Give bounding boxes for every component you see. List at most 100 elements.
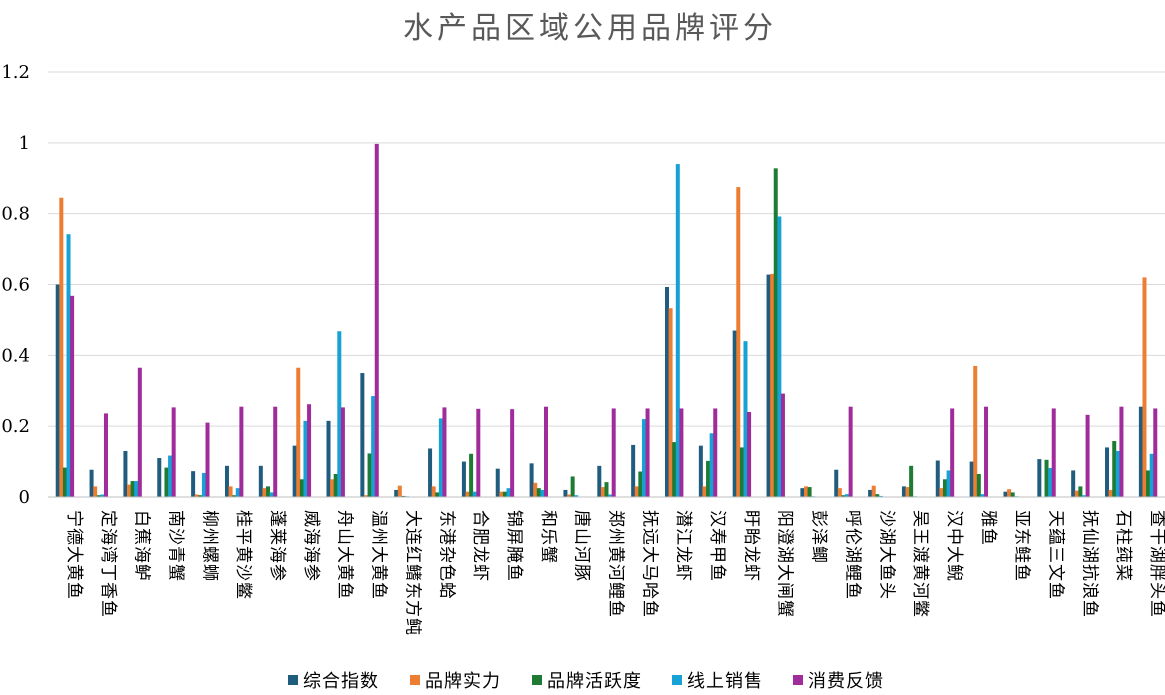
bar-2-16 [567, 494, 572, 497]
x-tick-label: 桂平黄沙鳖 [233, 510, 253, 600]
bar-2-26 [905, 487, 910, 497]
bar-3-19 [672, 442, 677, 497]
bar-2-9 [330, 479, 335, 497]
bar-3-9 [333, 473, 338, 497]
bar-4-27 [946, 470, 951, 497]
y-tick-label: 0 [19, 487, 30, 508]
bar-3-33 [1146, 470, 1151, 497]
bar-4-33 [1149, 453, 1154, 497]
bar-3-21 [739, 447, 744, 497]
bar-5-3 [137, 367, 142, 497]
x-tick-label: 唐山河豚 [572, 510, 593, 582]
bar-5-10 [374, 143, 379, 497]
bar-5-13 [476, 408, 481, 497]
bar-4-18 [641, 419, 646, 497]
bar-2-27 [939, 488, 944, 497]
bar-5-19 [679, 408, 684, 497]
bar-2-29 [1007, 489, 1012, 497]
bar-2-6 [228, 486, 233, 498]
bar-5-31 [1085, 414, 1090, 497]
bar-4-5 [201, 472, 206, 497]
bar-4-21 [743, 341, 748, 497]
bar-1-2 [89, 469, 94, 497]
bar-3-7 [266, 486, 271, 498]
bar-1-10 [360, 373, 365, 497]
x-tick-label: 查干湖胖头鱼 [1147, 510, 1165, 618]
x-tick-label: 汉中大鲵 [944, 510, 964, 582]
x-tick-label: 潜江龙虾 [673, 510, 693, 582]
x-tick-label: 南沙青蟹 [166, 510, 186, 582]
bar-1-25 [868, 489, 873, 497]
bar-2-11 [397, 485, 402, 497]
bar-5-32 [1119, 406, 1124, 497]
bar-5-20 [713, 408, 718, 497]
bar-4-4 [168, 455, 173, 497]
legend-swatch [793, 675, 803, 685]
bar-1-21 [732, 330, 737, 497]
bar-2-32 [1108, 489, 1113, 497]
bar-2-21 [736, 187, 741, 497]
bars [55, 143, 1158, 498]
bar-4-7 [269, 492, 274, 497]
bar-4-2 [100, 494, 105, 497]
bar-4-6 [235, 488, 240, 497]
bar-3-28 [976, 473, 981, 497]
bar-1-18 [631, 444, 636, 497]
bar-2-23 [803, 486, 808, 498]
bar-3-20 [706, 460, 711, 498]
bar-1-33 [1138, 406, 1143, 497]
bar-5-6 [239, 406, 244, 497]
x-tick-label: 定海湾丁香鱼 [98, 510, 118, 618]
x-tick-label: 温州大黄鱼 [369, 510, 389, 600]
bar-4-15 [540, 489, 545, 497]
bar-1-24 [834, 469, 839, 497]
bar-4-28 [980, 494, 985, 497]
bar-1-17 [597, 465, 602, 497]
y-tick-label: 0.4 [1, 345, 30, 366]
gridlines [48, 71, 1165, 427]
legend-label: 品牌实力 [425, 671, 501, 692]
bar-5-18 [645, 408, 650, 497]
legend: 综合指数 品牌实力 品牌活跃度 线上销售 消费反馈 [288, 671, 883, 692]
bar-4-22 [777, 216, 782, 497]
bar-3-17 [604, 482, 609, 498]
bar-3-13 [469, 453, 474, 497]
bar-5-2 [103, 413, 108, 497]
bar-1-23 [800, 488, 805, 497]
x-tick-label: 石柱莼菜 [1113, 510, 1133, 582]
y-tick-label: 0.2 [1, 416, 30, 437]
bar-5-22 [780, 393, 785, 497]
bar-3-3 [130, 481, 135, 497]
bar-2-31 [1074, 490, 1079, 498]
bar-3-27 [942, 479, 947, 497]
legend-swatch [672, 675, 682, 685]
x-tick-label: 东港杂色蛤 [436, 510, 456, 600]
bar-2-10 [363, 495, 368, 497]
bar-5-5 [205, 422, 210, 498]
bar-1-31 [1071, 470, 1076, 497]
bar-2-19 [668, 308, 673, 497]
bar-3-29 [1010, 492, 1015, 497]
legend-swatch [532, 675, 542, 685]
bar-1-26 [901, 486, 906, 498]
bar-5-21 [747, 412, 752, 497]
bar-2-20 [702, 486, 707, 498]
bar-2-24 [837, 488, 842, 497]
x-tick-label: 亚东鲑鱼 [1012, 510, 1032, 582]
bar-5-33 [1153, 408, 1158, 497]
x-tick-label: 天蕴三文鱼 [1046, 510, 1066, 600]
bar-4-30 [1048, 467, 1053, 497]
bar-2-8 [296, 367, 301, 497]
bar-5-27 [950, 408, 955, 497]
bar-2-2 [93, 486, 98, 498]
bar-4-13 [472, 491, 477, 497]
x-axis-ticks: 宁德大黄鱼 定海湾丁香鱼 白蕉海鲈 南沙青蟹 柳州螺蛳 桂平黄沙鳖 蓬莱海参 威海海参 舟山大黄… [64, 510, 1165, 636]
bar-1-27 [935, 460, 940, 497]
bar-4-1 [66, 234, 71, 497]
bar-5-28 [984, 406, 989, 497]
bar-1-15 [529, 463, 534, 497]
legend-swatch [410, 675, 420, 685]
bar-2-15 [533, 482, 538, 497]
x-tick-label: 盱眙龙虾 [741, 510, 761, 582]
